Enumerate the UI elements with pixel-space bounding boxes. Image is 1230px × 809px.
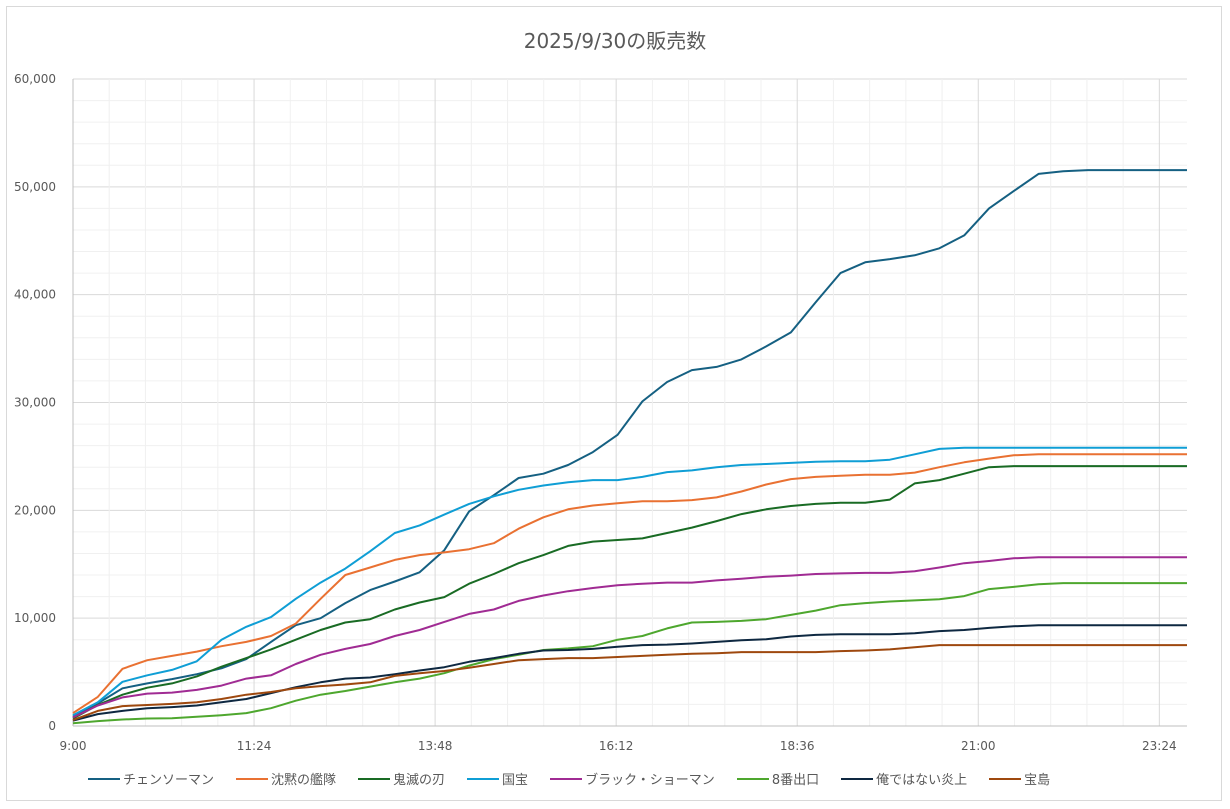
legend-label: 俺ではない炎上 xyxy=(876,773,968,788)
legend-item: 鬼滅の刃 xyxy=(358,769,445,788)
axes xyxy=(72,79,1187,727)
legend-item: 俺ではない炎上 xyxy=(841,769,967,788)
y-tick-label: 50,000 xyxy=(14,180,56,194)
x-tick-label: 18:36 xyxy=(780,739,815,753)
legend-swatch xyxy=(358,777,391,780)
y-tick-label: 10,000 xyxy=(14,611,56,625)
series-line-俺ではない炎上 xyxy=(72,624,1187,722)
gridlines xyxy=(73,78,1187,726)
x-tick-label: 11:24 xyxy=(237,739,272,753)
chart-frame xyxy=(6,6,1222,801)
legend-label: チェンソーマン xyxy=(123,773,215,788)
legend-label: 国宝 xyxy=(502,773,529,788)
legend-label: 宝島 xyxy=(1024,773,1051,788)
chart-title: 2025/9/30の販売数 xyxy=(523,29,707,53)
y-tick-label: 0 xyxy=(48,719,56,733)
series-line-鬼滅の刃 xyxy=(72,465,1187,720)
legend-label: 鬼滅の刃 xyxy=(393,773,446,788)
chart-legend: チェンソーマン 沈黙の艦隊 鬼滅の刃 国宝 ブラック・ショーマン 8番出口 俺ではない炎上 宝… xyxy=(88,769,1072,788)
series-lines xyxy=(72,169,1187,725)
legend-item: 国宝 xyxy=(467,769,528,788)
x-tick-label: 16:12 xyxy=(599,739,634,753)
legend-label: 沈黙の艦隊 xyxy=(271,773,337,788)
y-tick-label: 40,000 xyxy=(14,288,56,302)
y-tick-label: 30,000 xyxy=(14,396,56,410)
series-line-沈黙の艦隊 xyxy=(72,453,1187,714)
y-tick-label: 60,000 xyxy=(14,72,56,86)
series-line-ブラック・ショーマン xyxy=(72,556,1187,719)
legend-swatch xyxy=(736,777,769,780)
legend-swatch xyxy=(841,777,874,780)
legend-item: ブラック・ショーマン xyxy=(550,769,715,788)
legend-item: チェンソーマン xyxy=(88,769,214,788)
x-tick-label: 21:00 xyxy=(961,739,996,753)
legend-swatch xyxy=(989,777,1022,780)
legend-swatch xyxy=(88,777,120,780)
legend-item: 宝島 xyxy=(989,769,1050,788)
legend-item: 8番出口 xyxy=(736,769,820,788)
legend-swatch xyxy=(550,777,583,780)
series-line-8番出口 xyxy=(72,582,1187,725)
legend-swatch xyxy=(467,777,500,780)
legend-label: 8番出口 xyxy=(771,773,820,788)
tick-labels: 0 10,000 20,000 30,000 40,000 50,000 60,000 9:0… xyxy=(14,72,1177,753)
x-tick-label: 23:24 xyxy=(1142,739,1177,753)
x-tick-label: 9:00 xyxy=(60,739,87,753)
legend-label: ブラック・ショーマン xyxy=(585,773,715,788)
legend-swatch xyxy=(236,777,269,780)
series-line-国宝 xyxy=(72,446,1187,717)
x-tick-label: 13:48 xyxy=(418,739,453,753)
series-line-宝島 xyxy=(72,644,1187,722)
y-tick-label: 20,000 xyxy=(14,503,56,517)
series-line-チェンソーマン xyxy=(72,169,1187,718)
legend-item: 沈黙の艦隊 xyxy=(236,769,336,788)
